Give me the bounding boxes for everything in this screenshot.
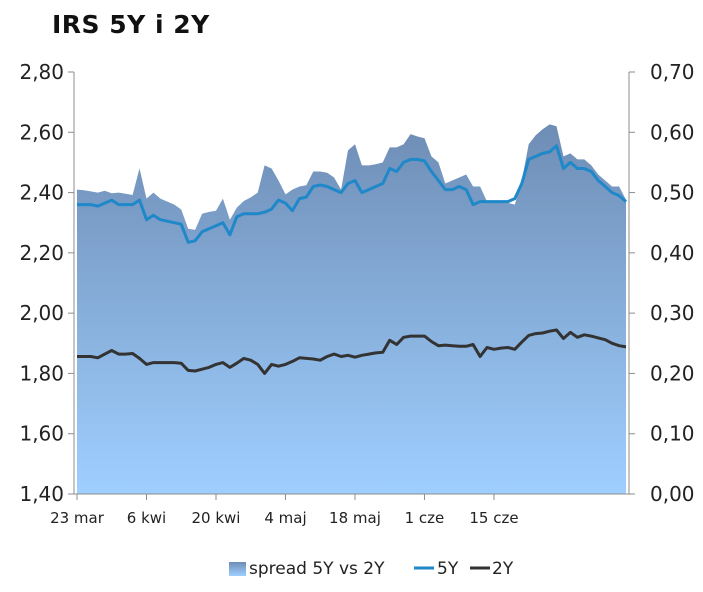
series-2y-line [77,328,627,375]
y-right-tick-label: 0,00 [650,482,695,506]
x-tick-label: 18 maj [329,509,381,527]
y-right-tick-label: 0,50 [650,181,695,205]
y-right-tick-label: 0,20 [650,361,695,385]
y-left-tick-label: 1,80 [19,361,64,385]
series-5y-line [77,144,627,244]
y-right-tick-label: 0,70 [650,60,695,84]
y-left-tick-label: 2,80 [19,60,64,84]
y-left-tick-label: 2,40 [19,181,64,205]
plot-area [77,124,627,495]
y-right-tick-label: 0,10 [650,422,695,446]
x-tick-label: 1 cze [405,509,445,527]
y-left-tick-label: 2,00 [19,301,64,325]
x-tick-label: 4 maj [264,509,306,527]
x-tick-label: 15 cze [469,509,518,527]
x-tick-label: 23 mar [50,509,105,527]
chart-title: IRS 5Y i 2Y [52,10,210,39]
axes: 1,40 1,60 1,80 2,00 2,20 2,40 2,60 2,80 0,00 0,10… [19,60,694,527]
series-spread-area [77,124,626,495]
x-tick-label: 6 kwi [127,509,166,527]
legend-label-spread: spread 5Y vs 2Y [249,559,385,579]
y-left-tick-label: 1,40 [19,482,64,506]
y-left-tick-label: 2,60 [19,120,64,144]
y-right-tick-label: 0,30 [650,301,695,325]
x-tick-label: 20 kwi [191,509,240,527]
legend-label-5y: 5Y [437,559,459,579]
legend-swatch-spread [229,562,246,576]
legend: spread 5Y vs 2Y 5Y 2Y [229,559,514,579]
legend-label-2y: 2Y [492,559,514,579]
y-right-tick-label: 0,60 [650,120,695,144]
y-right-tick-label: 0,40 [650,241,695,265]
y-left-tick-label: 2,20 [19,241,64,265]
y-left-tick-label: 1,60 [19,422,64,446]
